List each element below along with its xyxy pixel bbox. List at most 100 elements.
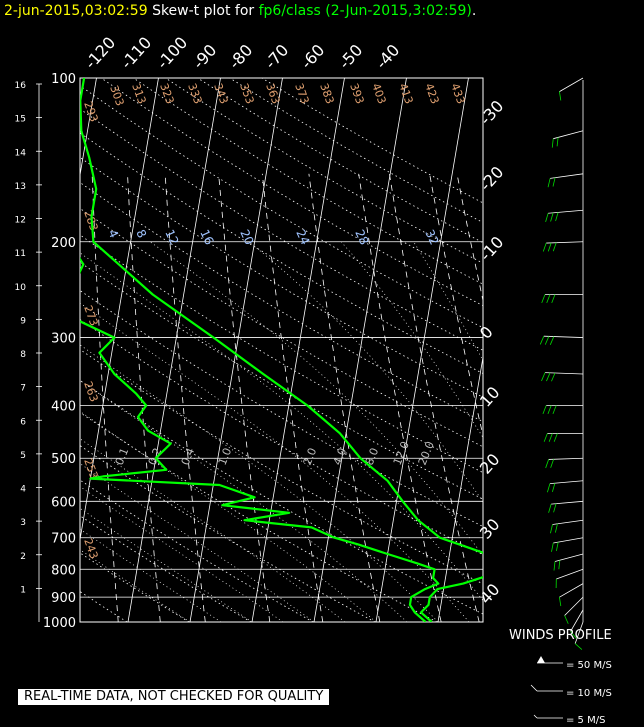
temperature-label-top: -100 xyxy=(153,33,191,73)
mixing-ratio-label: 2.0 xyxy=(301,446,320,467)
wind-barb-feather xyxy=(564,615,569,624)
title-source: fp6/class (2-Jun-2015,3:02:59) xyxy=(258,3,472,19)
pressure-tick-label: 900 xyxy=(51,591,76,606)
plot-frame xyxy=(79,77,484,623)
mixing-ratio-line xyxy=(127,173,161,622)
wind-barb-feather xyxy=(547,242,552,252)
wind-barb-feather xyxy=(542,242,547,252)
height-tick-label: 4 xyxy=(20,485,26,495)
height-tick-label: 10 xyxy=(15,283,27,293)
theta-label: 323 xyxy=(157,82,176,106)
quality-disclaimer: REAL-TIME DATA, NOT CHECKED FOR QUALITY xyxy=(18,689,330,705)
theta-label: 333 xyxy=(185,82,204,106)
temperature-label-top: -60 xyxy=(297,41,329,73)
moist-adiabat xyxy=(413,241,483,362)
moist-adiabat xyxy=(80,438,346,622)
isotherm-line xyxy=(189,78,283,622)
isotherm-line xyxy=(313,78,407,622)
wind-barb-feather xyxy=(553,503,557,513)
pressure-tick-label: 700 xyxy=(51,532,76,547)
legend-5-label: = 5 M/S xyxy=(566,715,606,726)
winds-legend xyxy=(530,656,563,719)
height-tick-label: 15 xyxy=(15,115,26,125)
moist-adiabat xyxy=(80,302,470,622)
wind-barb-feather xyxy=(555,212,559,222)
wind-barb-feather xyxy=(574,643,583,650)
isotherm-line xyxy=(500,78,592,622)
mixing-ratio-label: 28 xyxy=(352,227,371,247)
winds-profile-plot xyxy=(539,77,584,650)
wind-barb-feather xyxy=(551,138,554,148)
wind-barb-feather xyxy=(543,433,548,442)
wind-barb xyxy=(564,596,584,616)
moist-adiabat xyxy=(80,486,284,622)
temperature-label-top: -90 xyxy=(189,41,221,73)
wind-barb-feather xyxy=(558,560,561,570)
wind-barb xyxy=(554,553,584,562)
pressure-tick-label: 100 xyxy=(51,72,76,87)
dry-adiabat xyxy=(165,78,483,264)
wind-barb xyxy=(546,241,584,244)
sounding-series xyxy=(80,78,483,622)
dry-adiabat xyxy=(80,379,483,615)
wind-barb-feather xyxy=(554,523,558,533)
theta-label: 243 xyxy=(81,537,100,561)
wind-barb xyxy=(551,500,584,505)
wind-barb-feather xyxy=(547,405,552,415)
wind-barb xyxy=(548,457,584,460)
wind-barb-feather xyxy=(550,212,554,222)
mixing-ratio-label: 8 xyxy=(133,227,149,240)
wind-barb-feather xyxy=(547,483,551,493)
moist-adiabats xyxy=(80,241,483,622)
temperature-label-top: -80 xyxy=(225,41,257,73)
mixing-ratio-line xyxy=(308,173,381,622)
theta-label: 393 xyxy=(347,82,366,106)
temperature-label-right: -10 xyxy=(476,233,508,265)
wind-barb-feather xyxy=(550,459,554,468)
dry-adiabat xyxy=(80,132,483,374)
title-skew-t-label: Skew-t plot for xyxy=(152,3,255,19)
isotherm-line xyxy=(127,78,221,622)
theta-label: 263 xyxy=(81,380,100,404)
isotherm-line xyxy=(251,78,345,622)
wind-barb xyxy=(550,173,584,179)
isotherm-line xyxy=(375,78,469,622)
wind-barb xyxy=(559,77,584,92)
mixing-ratio-label: 1.0 xyxy=(216,446,235,467)
wind-barb-feather xyxy=(541,372,546,382)
height-tick-label: 12 xyxy=(15,216,26,226)
winds-profile-title: WINDS PROFILE xyxy=(509,628,612,643)
wind-barb-feather xyxy=(552,405,557,415)
pressure-tick-label: 1000 xyxy=(43,616,76,631)
wind-barb-feather xyxy=(548,433,553,442)
pressure-tick-label: 800 xyxy=(51,563,76,578)
mixing-ratio-label: 20.0 xyxy=(416,440,437,468)
moist-adiabat xyxy=(80,528,222,622)
theta-label: 433 xyxy=(448,82,467,106)
mixing-ratio-label: 4 xyxy=(105,227,121,240)
temperature-label-right: 40 xyxy=(476,580,504,608)
dry-adiabat xyxy=(80,85,483,329)
wind-barb xyxy=(552,519,584,525)
height-tick-label: 16 xyxy=(15,81,27,91)
theta-label: 303 xyxy=(107,84,126,108)
height-tick-label: 13 xyxy=(15,182,26,192)
height-tick-label: 3 xyxy=(20,518,26,528)
mixing-ratio-line xyxy=(389,173,480,622)
height-tick-label: 7 xyxy=(20,384,26,394)
wind-barb-feather xyxy=(552,177,556,187)
wind-barb xyxy=(553,537,584,544)
sounding-dewpoint-line xyxy=(80,257,440,622)
title-datetime: 2-jun-2015,03:02:59 xyxy=(4,3,148,19)
wind-barb-feather xyxy=(544,336,550,345)
theta-label: 363 xyxy=(263,82,282,106)
temperature-label-top: -110 xyxy=(117,33,155,73)
wind-barb-feather xyxy=(546,294,551,304)
legend-50-label: = 50 M/S xyxy=(566,660,612,671)
temperature-label-right: -20 xyxy=(476,163,508,195)
mixing-ratio-line xyxy=(456,173,483,303)
wind-barb-feather xyxy=(559,597,562,607)
wind-barb xyxy=(559,583,584,598)
isotherm-line xyxy=(80,78,159,543)
dry-adiabat xyxy=(80,412,438,622)
